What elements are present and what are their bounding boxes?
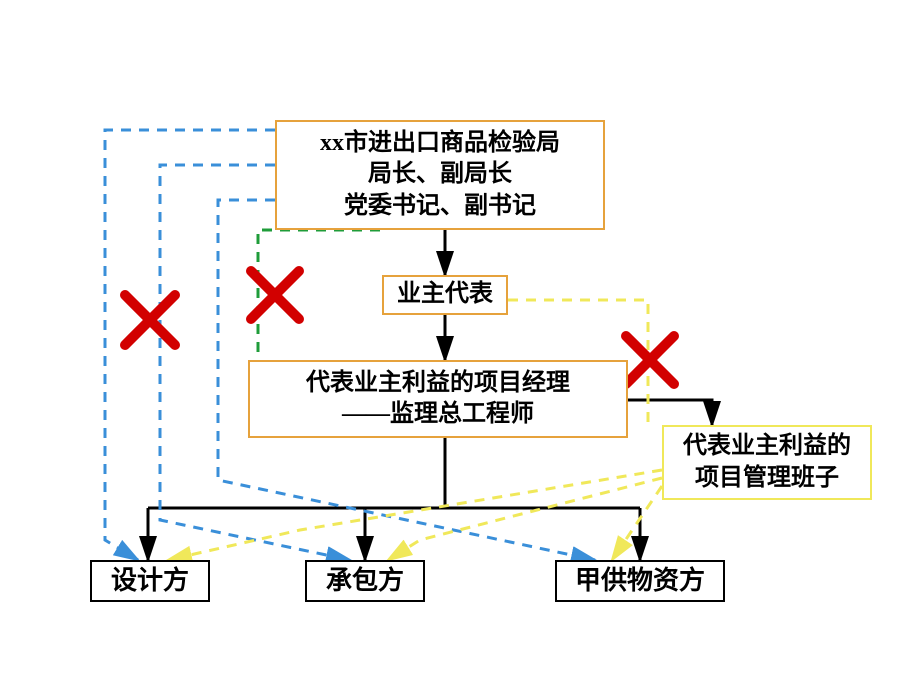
node-design: 设计方: [90, 560, 210, 602]
node-label: 局长、副局长: [368, 159, 512, 190]
node-label: ——监理总工程师: [342, 399, 534, 430]
node-pm: 代表业主利益的项目经理——监理总工程师: [248, 360, 628, 438]
node-owner_rep: 业主代表: [382, 275, 508, 315]
node-supplier: 甲供物资方: [555, 560, 725, 602]
node-label: xx市进出口商品检验局: [320, 128, 560, 159]
node-label: 设计方: [111, 564, 189, 598]
node-mgmt_team: 代表业主利益的项目管理班子: [662, 425, 872, 500]
node-label: 业主代表: [397, 279, 493, 310]
node-label: 党委书记、副书记: [344, 191, 536, 222]
node-label: 甲供物资方: [575, 564, 705, 598]
node-top: xx市进出口商品检验局局长、副局长党委书记、副书记: [275, 120, 605, 230]
node-contractor: 承包方: [305, 560, 425, 602]
node-label: 承包方: [326, 564, 404, 598]
node-label: 代表业主利益的: [683, 431, 851, 462]
node-label: 代表业主利益的项目经理: [306, 368, 570, 399]
node-label: 项目管理班子: [695, 463, 839, 494]
